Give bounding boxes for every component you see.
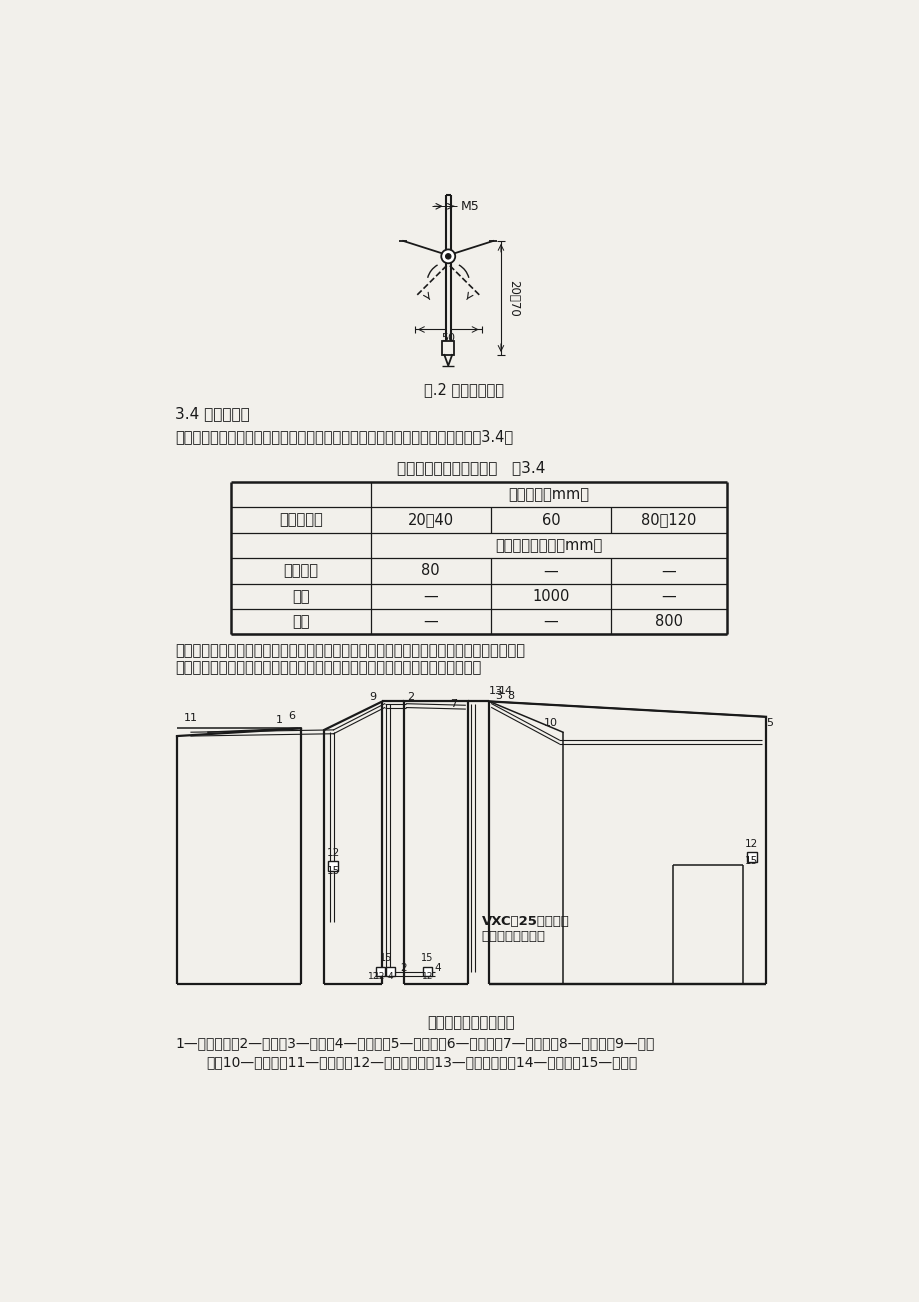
Text: —: —	[661, 589, 675, 604]
Text: —: —	[423, 615, 437, 629]
Text: 明敷设安装示意图: 明敷设安装示意图	[481, 930, 545, 943]
Text: 11: 11	[184, 712, 198, 723]
Text: 2: 2	[406, 691, 414, 702]
Text: 1: 1	[276, 715, 282, 725]
Text: 6: 6	[288, 711, 295, 721]
Text: 图.2 伞型螺栓构造: 图.2 伞型螺栓构造	[424, 381, 504, 397]
Text: 12: 12	[374, 971, 385, 980]
Text: 50: 50	[441, 333, 455, 344]
Text: —: —	[543, 564, 558, 578]
Text: —: —	[423, 589, 437, 604]
Bar	[328, 862, 338, 871]
Text: 角；10—左三通；11—终端头；12—接线盒插口；13—灯头盒插口；14—灯头盒；15—接线盒: 角；10—左三通；11—终端头；12—接线盒插口；13—灯头盒插口；14—灯头盒…	[206, 1056, 637, 1070]
Text: 固定点最大间距（mm）: 固定点最大间距（mm）	[494, 538, 602, 553]
Text: 15: 15	[326, 866, 339, 876]
Bar	[376, 967, 384, 975]
Text: 4: 4	[387, 971, 392, 980]
Bar	[441, 341, 454, 355]
Text: 15: 15	[421, 953, 433, 963]
Text: 15: 15	[744, 857, 757, 866]
Text: 品。槽底、槽盖与各种附件相对接时，接缝处应严实平整，固定牢固见图所示。: 品。槽底、槽盖与各种附件相对接时，接缝处应严实平整，固定牢固见图所示。	[176, 660, 482, 676]
Text: 图塑料线槽安装示意图: 图塑料线槽安装示意图	[427, 1014, 515, 1030]
Text: 20～40: 20～40	[407, 513, 453, 527]
Text: 10: 10	[544, 717, 558, 728]
Text: 双列: 双列	[292, 589, 310, 604]
Bar	[423, 967, 432, 975]
Text: M5: M5	[460, 201, 479, 214]
Text: 线槽分支接头，线槽附件如直能，三能转角，接头，插口，盒，箱应采用相同材质的定型产: 线槽分支接头，线槽附件如直能，三能转角，接头，插口，盒，箱应采用相同材质的定型产	[176, 643, 525, 659]
Text: 12: 12	[326, 848, 339, 858]
Text: 4: 4	[434, 963, 440, 973]
Text: 3: 3	[494, 691, 502, 700]
Text: 12: 12	[368, 971, 380, 980]
Text: 固定点型式: 固定点型式	[278, 513, 323, 527]
Text: VXC－25塑料线槽: VXC－25塑料线槽	[481, 915, 569, 928]
Text: 5: 5	[766, 717, 773, 728]
Text: 9: 9	[369, 691, 376, 702]
Text: 20～70: 20～70	[506, 280, 519, 316]
Text: 80～120: 80～120	[641, 513, 696, 527]
Text: 12: 12	[744, 838, 757, 849]
Bar	[746, 852, 756, 862]
Text: 13: 13	[488, 686, 502, 695]
Text: 2: 2	[400, 963, 406, 973]
Text: 80: 80	[421, 564, 439, 578]
Text: —: —	[543, 615, 558, 629]
Text: 60: 60	[541, 513, 560, 527]
Text: 12: 12	[421, 971, 433, 980]
Text: 双列: 双列	[292, 615, 310, 629]
Text: 1000: 1000	[532, 589, 569, 604]
Text: 15: 15	[380, 953, 392, 963]
Bar	[386, 967, 394, 975]
Text: 槽体固定点最大间距尺寸   表3.4: 槽体固定点最大间距尺寸 表3.4	[397, 461, 545, 475]
Text: 线槽及附件连接处应严密平整，无孔不入缝隙，紧贴建筑物固定点最大间距见表3.4。: 线槽及附件连接处应严密平整，无孔不入缝隙，紧贴建筑物固定点最大间距见表3.4。	[176, 430, 513, 444]
Text: 8: 8	[507, 691, 514, 700]
Text: 中心单列: 中心单列	[283, 564, 318, 578]
Text: 800: 800	[654, 615, 683, 629]
Text: 7: 7	[449, 699, 457, 708]
Text: 1—塑料线槽；2—阳角；3—阴角；4—直转有；5—平转角；6—平三通；7—顶三通；8—连接头；9—右三: 1—塑料线槽；2—阳角；3—阴角；4—直转有；5—平转角；6—平三通；7—顶三通…	[176, 1036, 654, 1051]
Text: —: —	[661, 564, 675, 578]
Text: 槽板宽度（mm）: 槽板宽度（mm）	[508, 487, 589, 503]
Circle shape	[445, 254, 450, 259]
Text: 14: 14	[499, 686, 513, 695]
Text: 3.4 线槽连接：: 3.4 线槽连接：	[176, 406, 250, 422]
Circle shape	[441, 250, 455, 263]
